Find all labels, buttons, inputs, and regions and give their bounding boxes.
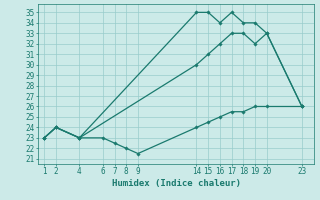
X-axis label: Humidex (Indice chaleur): Humidex (Indice chaleur) bbox=[111, 179, 241, 188]
